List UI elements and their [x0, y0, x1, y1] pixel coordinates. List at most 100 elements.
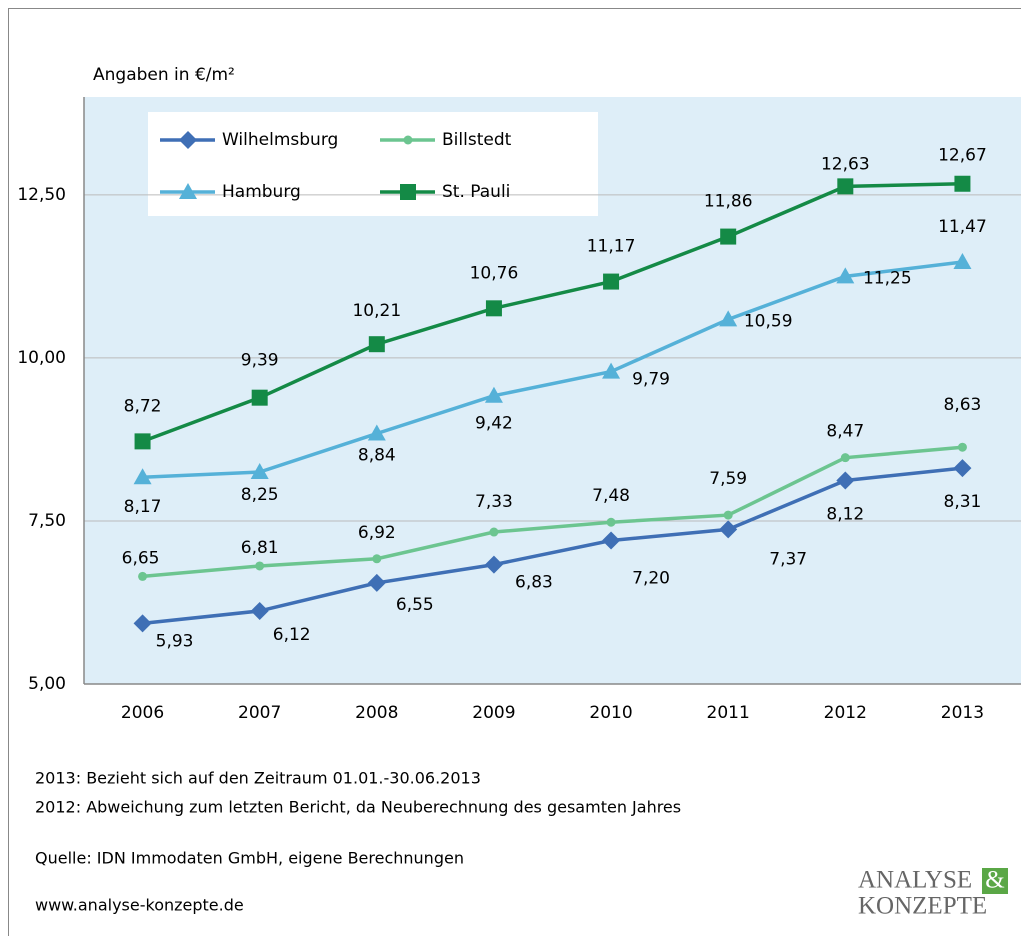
x-tick-label: 2013 [941, 703, 984, 723]
frame [8, 8, 1021, 936]
data-label: 11,25 [863, 268, 912, 288]
x-tick-label: 2007 [238, 703, 281, 723]
point [250, 601, 269, 620]
y-tick-label: 5,00 [28, 674, 66, 694]
point [954, 175, 971, 192]
point [719, 520, 738, 539]
line [142, 260, 963, 479]
point [484, 555, 503, 574]
point [719, 310, 738, 327]
point [953, 459, 972, 478]
point [602, 531, 621, 550]
point [251, 389, 268, 406]
data-label: 8,63 [944, 395, 982, 415]
data-label: 8,17 [124, 497, 162, 517]
data-label: 7,33 [475, 492, 513, 512]
note: 2012: Abweichung zum letzten Bericht, da… [35, 798, 681, 817]
point [368, 336, 385, 353]
data-label: 6,55 [396, 595, 434, 615]
legend [148, 112, 598, 216]
y-axis-label: Angaben in €/m² [93, 65, 235, 85]
point [134, 433, 151, 450]
point [367, 424, 386, 441]
point [836, 267, 855, 284]
data-label: 8,25 [241, 485, 279, 505]
point [250, 463, 269, 480]
point [606, 517, 616, 527]
y-tick-label: 7,50 [28, 511, 66, 531]
data-label: 8,31 [944, 492, 982, 512]
data-label: 9,79 [632, 370, 670, 390]
point [484, 386, 503, 403]
data-label: 12,67 [938, 146, 987, 166]
data-label: 12,63 [821, 154, 870, 174]
note: 2013: Bezieht sich auf den Zeitraum 01.0… [35, 769, 481, 788]
data-label: 8,12 [826, 505, 864, 525]
y-tick-label: 12,50 [17, 185, 66, 205]
legend-label: Hamburg [222, 182, 301, 202]
data-label: 7,48 [592, 486, 630, 506]
logo-text: KONZEPTE [858, 893, 987, 920]
line [141, 181, 963, 444]
point [255, 561, 265, 571]
logo-text: ANALYSE [858, 867, 972, 894]
note: www.analyse-konzepte.de [35, 896, 244, 915]
data-label: 9,42 [475, 414, 513, 434]
point [837, 178, 854, 195]
point [836, 471, 855, 490]
legend-marker [179, 131, 197, 149]
note: Quelle: IDN Immodaten GmbH, eigene Berec… [35, 849, 464, 868]
point [953, 253, 972, 270]
data-label: 7,59 [709, 469, 747, 489]
data-label: 6,12 [273, 625, 311, 645]
point [372, 554, 382, 564]
data-label: 11,86 [704, 192, 753, 212]
data-label: 6,92 [358, 523, 396, 543]
data-label: 6,83 [515, 573, 553, 593]
data-label: 7,20 [632, 569, 670, 589]
data-label: 8,84 [358, 446, 396, 466]
legend-label: Wilhelmsburg [222, 130, 338, 150]
data-label: 9,39 [241, 351, 279, 371]
point [133, 468, 152, 485]
point [723, 510, 733, 520]
data-label: 8,47 [826, 422, 864, 442]
data-label: 10,21 [352, 301, 401, 321]
data-label: 11,17 [587, 237, 636, 257]
point [720, 228, 737, 245]
line [142, 445, 963, 579]
data-label: 6,65 [122, 548, 160, 568]
point [489, 527, 499, 537]
point [138, 571, 148, 581]
legend-marker [179, 183, 197, 199]
point [367, 573, 386, 592]
point [485, 300, 502, 317]
logo-text: & [985, 867, 1004, 894]
point [603, 273, 620, 290]
legend-label: Billstedt [442, 130, 512, 150]
x-tick-label: 2008 [355, 703, 398, 723]
data-label: 11,47 [938, 217, 987, 237]
line [142, 466, 963, 626]
legend-marker [400, 184, 416, 200]
x-tick-label: 2011 [707, 703, 750, 723]
point [957, 442, 967, 452]
data-label: 6,81 [241, 538, 279, 558]
data-label: 10,59 [744, 311, 793, 331]
x-tick-label: 2009 [472, 703, 515, 723]
x-tick-label: 2012 [824, 703, 867, 723]
point [840, 453, 850, 463]
data-label: 5,93 [156, 631, 194, 651]
point [133, 614, 152, 633]
x-tick-label: 2010 [589, 703, 632, 723]
x-tick-label: 2006 [121, 703, 164, 723]
point [602, 362, 621, 379]
data-label: 10,76 [470, 263, 519, 283]
data-label: 8,72 [124, 396, 162, 416]
data-label: 7,37 [769, 549, 807, 569]
logo-box [982, 868, 1008, 894]
legend-label: St. Pauli [442, 182, 510, 202]
y-tick-label: 10,00 [17, 348, 66, 368]
legend-marker [403, 135, 413, 145]
